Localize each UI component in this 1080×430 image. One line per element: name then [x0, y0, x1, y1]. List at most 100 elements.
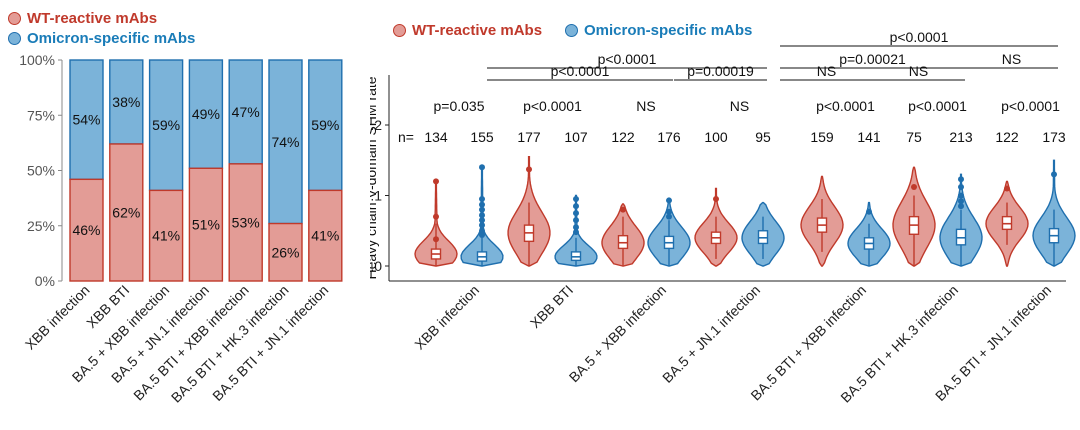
n-count-wt: 75	[906, 129, 922, 145]
bar-wt-label: 53%	[232, 214, 260, 230]
n-count-omicron: 141	[857, 129, 881, 145]
outlier-point	[573, 229, 579, 236]
comparison-label: NS	[909, 63, 928, 79]
outlier-point	[573, 203, 579, 210]
left-legend-omi: Omicron-specific mAbs	[8, 30, 195, 47]
omi-legend-dot	[8, 32, 21, 45]
comparison-label: p<0.0001	[598, 51, 657, 67]
pair-pvalue-label: p<0.0001	[523, 98, 582, 114]
bar-omicron-label: 74%	[271, 134, 299, 150]
y-tick-label: 0.2	[370, 117, 382, 133]
outlier-point	[573, 217, 579, 224]
wt-legend-label: WT-reactive mAbs	[27, 10, 158, 27]
omi-legend-label: Omicron-specific mAbs	[27, 30, 196, 47]
pair-pvalue-label: p<0.0001	[1001, 98, 1060, 114]
x-category-label: XBB infection	[411, 282, 482, 353]
bar-omicron-label: 59%	[311, 117, 339, 133]
outlier-point	[1051, 171, 1057, 178]
n-count-omicron: 107	[564, 129, 588, 145]
bar-wt-segment	[268, 222, 303, 282]
comparison-label: NS	[817, 63, 836, 79]
outlier-point	[479, 217, 485, 224]
n-count-wt: 159	[810, 129, 834, 145]
right-legend-omi: Omicron-specific mAbs	[565, 22, 752, 39]
bar-wt-label: 51%	[192, 217, 220, 233]
n-count-wt: 177	[517, 129, 541, 145]
bar-omicron-segment	[308, 59, 343, 192]
outlier-point	[479, 222, 485, 229]
outlier-point	[573, 196, 579, 203]
pair-pvalue-label: p=0.035	[434, 98, 485, 114]
bar-wt-segment	[188, 167, 224, 282]
bar-wt-label: 26%	[271, 244, 299, 260]
bar-wt-label: 41%	[152, 228, 180, 244]
n-count-wt: 100	[704, 129, 728, 145]
n-prefix-label: n=	[398, 129, 414, 145]
bar-omicron-segment	[148, 59, 184, 192]
pair-pvalue-label: p<0.0001	[816, 98, 875, 114]
outlier-point	[666, 208, 672, 215]
outlier-point	[666, 213, 672, 220]
omi-legend-dot	[565, 24, 578, 37]
n-count-omicron: 173	[1042, 129, 1066, 145]
outlier-point	[433, 236, 439, 243]
wt-legend-dot	[393, 24, 406, 37]
n-count-omicron: 155	[470, 129, 494, 145]
bar-wt-label: 41%	[311, 228, 339, 244]
outlier-point	[958, 176, 964, 183]
outlier-point	[479, 231, 485, 238]
bar-wt-segment	[69, 178, 104, 282]
n-count-omicron: 213	[949, 129, 973, 145]
x-category-label: XBB infection	[22, 282, 93, 353]
bar-omicron-label: 47%	[232, 104, 260, 120]
outlier-point	[1004, 185, 1010, 192]
bar-wt-segment	[148, 189, 184, 282]
pair-pvalue-label: NS	[636, 98, 655, 114]
y-tick-label: 75%	[27, 107, 55, 123]
omi-legend-label: Omicron-specific mAbs	[584, 22, 753, 39]
outlier-point	[911, 184, 917, 191]
outlier-point	[620, 206, 626, 213]
bar-omicron-label: 38%	[112, 94, 140, 110]
outlier-point	[958, 184, 964, 191]
stacked-bar-chart: 0% 25% 50% 75% 100% 54% 46% XBB infection 38% 62%…	[19, 52, 343, 406]
outlier-point	[713, 196, 719, 203]
outlier-point	[958, 192, 964, 199]
wt-legend-label: WT-reactive mAbs	[412, 22, 543, 39]
n-count-omicron: 176	[657, 129, 681, 145]
bar-omicron-segment	[188, 59, 224, 169]
x-category-label: XBB BTI	[527, 282, 576, 331]
outlier-point	[573, 210, 579, 217]
outlier-point	[479, 206, 485, 213]
pair-pvalue-label: p<0.0001	[908, 98, 967, 114]
bar-omicron-label: 49%	[192, 106, 220, 122]
comparison-label: p<0.0001	[551, 63, 610, 79]
comparison-label: p<0.0001	[890, 29, 949, 45]
right-legend-wt: WT-reactive mAbs	[393, 22, 542, 39]
outlier-point	[479, 212, 485, 219]
bar-wt-segment	[228, 163, 263, 282]
outlier-point	[573, 224, 579, 231]
bar-wt-label: 62%	[112, 204, 140, 220]
n-count-omicron: 95	[755, 129, 771, 145]
x-category-label: BA.5 + XBB infection	[566, 282, 669, 385]
bar-omicron-label: 59%	[152, 117, 180, 133]
bar-omicron-label: 54%	[72, 112, 100, 128]
left-legend-wt: WT-reactive mAbs	[8, 10, 157, 27]
bar-wt-segment	[308, 189, 343, 282]
pair-pvalue-label: NS	[730, 98, 749, 114]
bar-wt-label: 46%	[72, 222, 100, 238]
comparison-label: p=0.00021	[839, 51, 906, 67]
y-tick-label: 25%	[27, 218, 55, 234]
outlier-point	[479, 164, 485, 171]
x-category-label: BA.5 + JN.1 infection	[659, 282, 763, 386]
outlier-point	[866, 208, 872, 215]
outlier-point	[479, 201, 485, 208]
bar-wt-segment	[109, 143, 144, 282]
outlier-point	[958, 203, 964, 210]
y-tick-label: 100%	[19, 52, 55, 68]
comparison-label: p=0.00019	[687, 63, 754, 79]
outlier-point	[433, 178, 439, 185]
outlier-point	[479, 196, 485, 203]
